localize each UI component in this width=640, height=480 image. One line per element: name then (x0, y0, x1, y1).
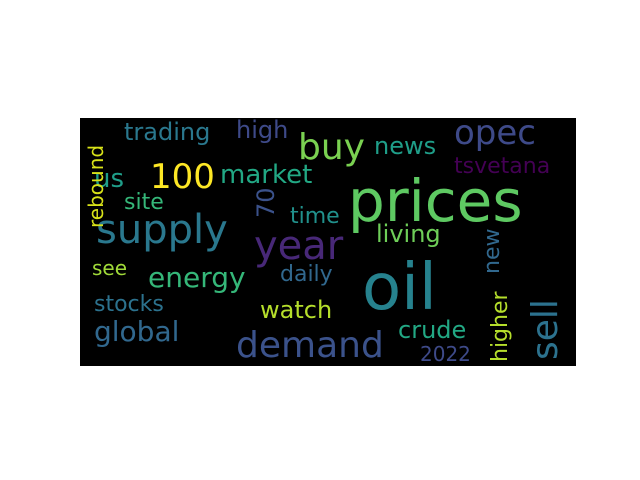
word-stocks: stocks (94, 292, 164, 317)
word-sell: sell (525, 299, 566, 360)
word-prices: prices (348, 167, 523, 235)
word-higher: higher (488, 291, 513, 362)
word-crude: crude (398, 316, 467, 344)
word-year: year (254, 223, 344, 269)
word-living: living (376, 220, 441, 248)
word-time: time (290, 204, 340, 229)
word-high: high (236, 118, 289, 144)
word-news: news (374, 132, 437, 160)
word-global: global (94, 315, 180, 348)
word-new: new (480, 228, 505, 274)
word-opec: opec (454, 118, 536, 153)
word-2022: 2022 (420, 342, 471, 366)
word-rebound: rebound (84, 144, 108, 228)
word-cloud: oil prices supply demand year opec sell … (80, 118, 576, 366)
word-site: site (124, 190, 164, 215)
word-us: us (94, 164, 125, 194)
word-energy: energy (148, 261, 246, 294)
word-demand: demand (236, 325, 384, 366)
word-market: market (220, 160, 313, 190)
word-100: 100 (150, 157, 215, 197)
word-supply: supply (96, 207, 228, 253)
word-buy: buy (298, 127, 365, 168)
word-trading: trading (124, 118, 211, 146)
word-oil: oil (362, 251, 437, 325)
word-watch: watch (260, 296, 333, 324)
word-tsvetana: tsvetana (454, 154, 551, 179)
word-see: see (92, 256, 128, 280)
word-daily: daily (280, 262, 333, 287)
word-70: 70 (252, 187, 280, 218)
